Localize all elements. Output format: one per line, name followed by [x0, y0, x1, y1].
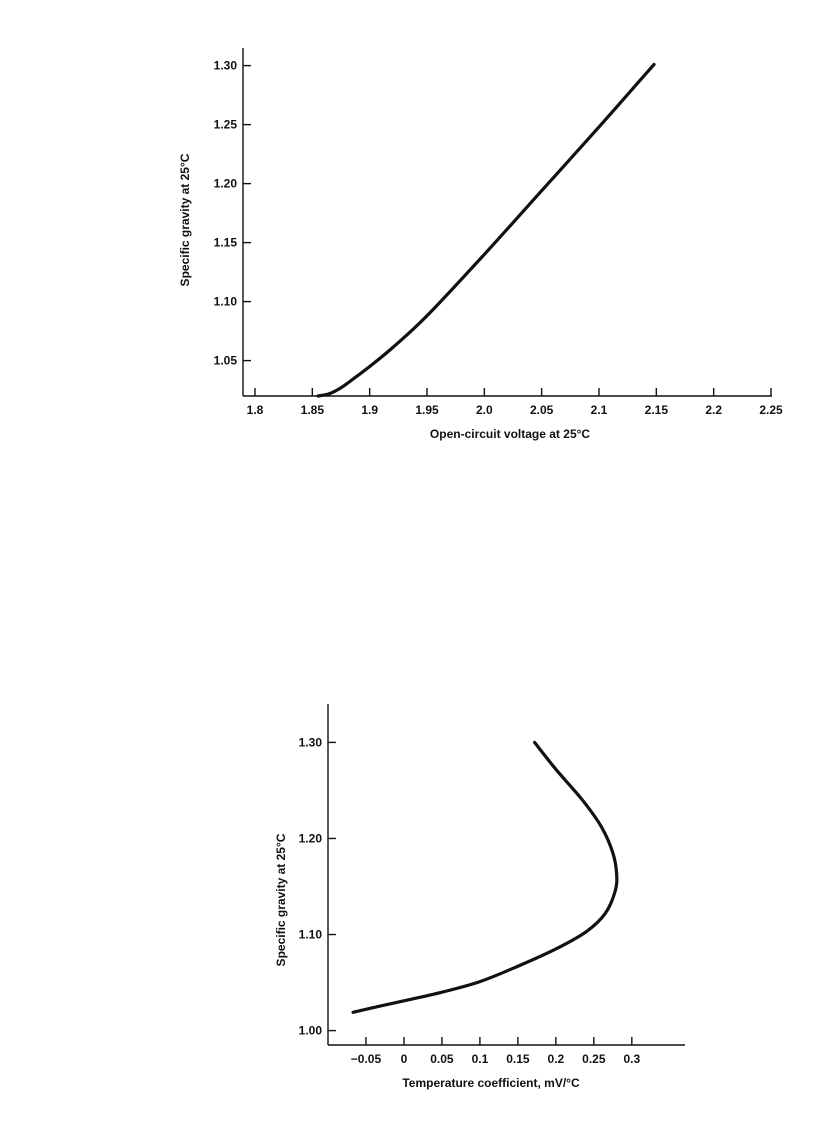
- chart-specific-gravity-vs-voltage: 1.8 1.85 1.9 1.95 2.0 2.05 2.1 2.15 2.2 2.25 1.05 1…: [0, 0, 840, 520]
- chart-specific-gravity-vs-temperature-coefficient: −0.05 0 0.05 0.1 0.15 0.2 0.25 0.3 1.00 1.10 1.20 1…: [0, 620, 840, 1120]
- x-tick-label: 1.8: [247, 403, 264, 417]
- y-tick-label: 1.00: [299, 1024, 323, 1038]
- y-tick-label: 1.30: [299, 735, 323, 749]
- x-tick-label: 0.2: [548, 1052, 565, 1066]
- y-tick-label: 1.10: [214, 295, 238, 309]
- chart-1-svg: 1.8 1.85 1.9 1.95 2.0 2.05 2.1 2.15 2.2 2.25 1.05 1…: [178, 48, 783, 441]
- x-tick-label: 0.15: [506, 1052, 530, 1066]
- x-tick-label: 2.15: [645, 403, 669, 417]
- chart-2-svg: −0.05 0 0.05 0.1 0.15 0.2 0.25 0.3 1.00 1.10 1.20 1…: [274, 704, 685, 1090]
- y-tick-label: 1.20: [214, 177, 238, 191]
- x-tick-label: 2.25: [759, 403, 783, 417]
- series-line: [351, 740, 619, 1014]
- x-axis-title: Open-circuit voltage at 25°C: [430, 427, 591, 441]
- y-axis-title: Specific gravity at 25°C: [178, 153, 192, 286]
- y-tick-label: 1.15: [214, 236, 238, 250]
- x-tick-label: 0: [401, 1052, 408, 1066]
- y-tick-label: 1.20: [299, 831, 323, 845]
- y-tick-label: 1.05: [214, 354, 238, 368]
- x-tick-label: 2.05: [530, 403, 554, 417]
- x-tick-label: 1.9: [361, 403, 378, 417]
- x-tick-label: 0.25: [582, 1052, 606, 1066]
- x-tick-label: 2.2: [705, 403, 722, 417]
- y-tick-label: 1.30: [214, 59, 238, 73]
- x-tick-label: 0.3: [623, 1052, 640, 1066]
- x-tick-label: 2.0: [476, 403, 493, 417]
- y-tick-label: 1.10: [299, 928, 323, 942]
- y-tick-label: 1.25: [214, 118, 238, 132]
- x-axis-title: Temperature coefficient, mV/°C: [402, 1076, 580, 1090]
- x-tick-label: 1.85: [301, 403, 325, 417]
- y-axis-title: Specific gravity at 25°C: [274, 833, 288, 966]
- x-tick-label: 0.1: [472, 1052, 489, 1066]
- series-line: [316, 62, 656, 398]
- x-tick-label: 1.95: [415, 403, 439, 417]
- x-tick-label: 0.05: [430, 1052, 454, 1066]
- x-tick-label: 2.1: [591, 403, 608, 417]
- x-tick-label: −0.05: [351, 1052, 382, 1066]
